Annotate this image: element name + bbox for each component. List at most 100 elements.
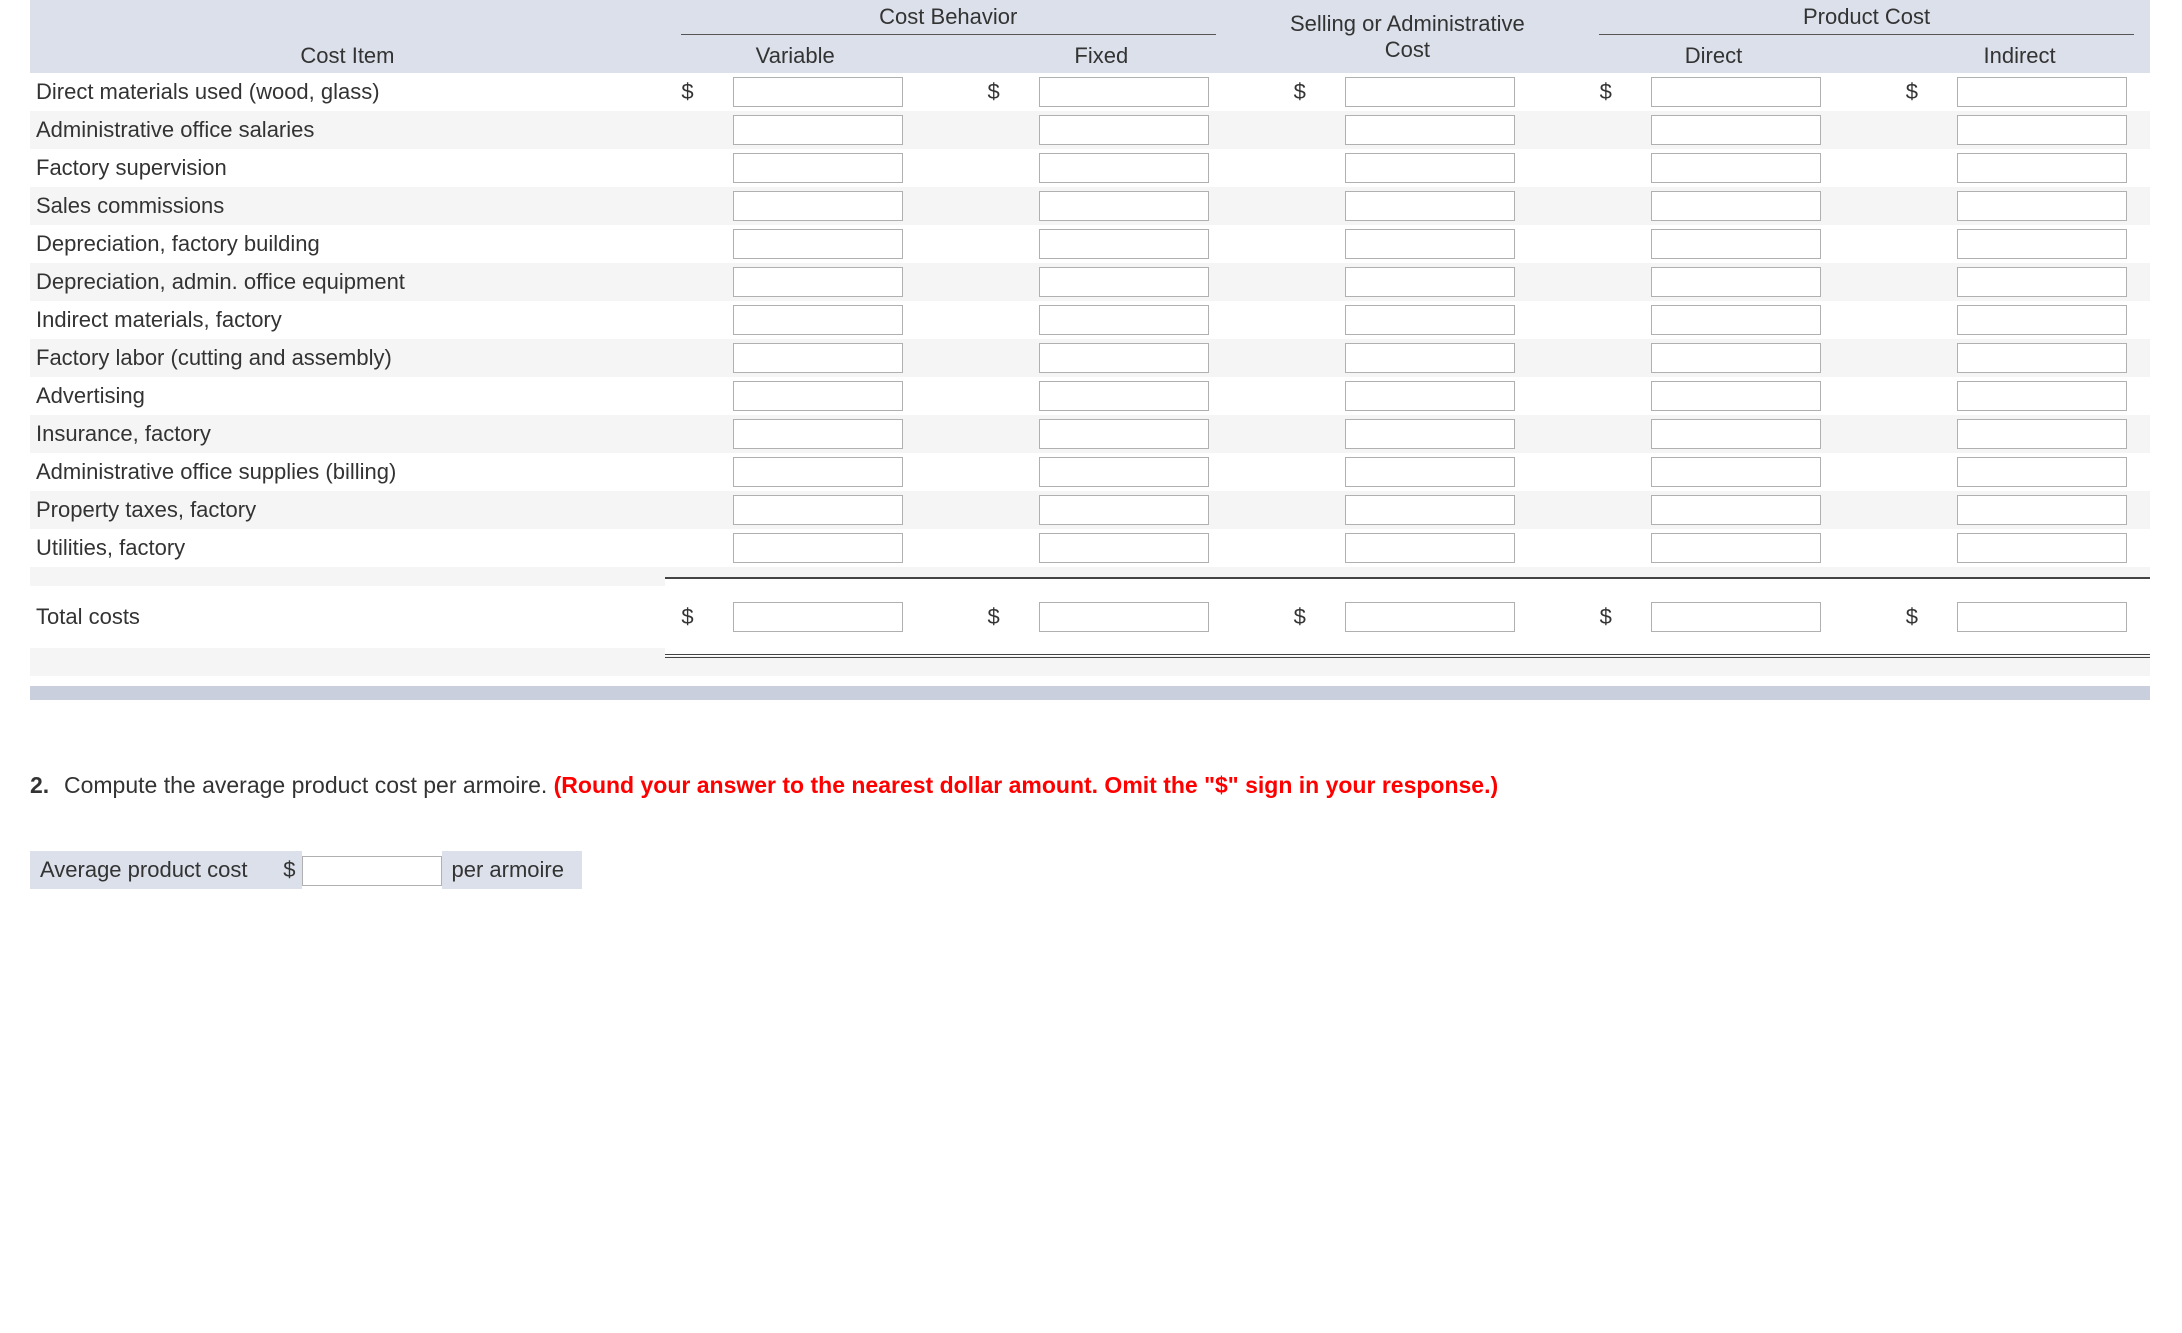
- selling-admin-cell: [1322, 149, 1537, 187]
- selling-admin-cell: [1322, 415, 1537, 453]
- selling-admin-input[interactable]: [1345, 305, 1515, 335]
- direct-input[interactable]: [1651, 229, 1821, 259]
- indirect-input[interactable]: [1957, 381, 2127, 411]
- fixed-input[interactable]: [1039, 305, 1209, 335]
- total-selling-admin-input[interactable]: [1345, 602, 1515, 632]
- col-header-indirect: Indirect: [1889, 39, 2150, 73]
- direct-input[interactable]: [1651, 495, 1821, 525]
- indirect-input[interactable]: [1957, 267, 2127, 297]
- selling-admin-input[interactable]: [1345, 153, 1515, 183]
- selling-admin-input[interactable]: [1345, 191, 1515, 221]
- variable-input[interactable]: [733, 457, 903, 487]
- selling-admin-input[interactable]: [1345, 457, 1515, 487]
- average-cost-input[interactable]: [302, 856, 442, 886]
- selling-admin-input[interactable]: [1345, 267, 1515, 297]
- variable-cell: [710, 301, 925, 339]
- total-fixed-input[interactable]: [1039, 602, 1209, 632]
- currency-symbol: [665, 225, 710, 263]
- currency-symbol: $: [1583, 586, 1628, 648]
- indirect-input[interactable]: [1957, 457, 2127, 487]
- variable-input[interactable]: [733, 191, 903, 221]
- selling-admin-input[interactable]: [1345, 533, 1515, 563]
- group-header-row: Cost Item Cost Behavior Selling or Admin…: [30, 0, 2150, 39]
- variable-input[interactable]: [733, 153, 903, 183]
- indirect-input[interactable]: [1957, 77, 2127, 107]
- cost-item-label: Utilities, factory: [30, 529, 665, 567]
- selling-admin-input[interactable]: [1345, 115, 1515, 145]
- selling-admin-input[interactable]: [1345, 77, 1515, 107]
- currency-symbol: [1583, 111, 1628, 149]
- indirect-input[interactable]: [1957, 153, 2127, 183]
- variable-input[interactable]: [733, 533, 903, 563]
- indirect-input[interactable]: [1957, 533, 2127, 563]
- variable-input[interactable]: [733, 495, 903, 525]
- currency-symbol: [1277, 377, 1322, 415]
- direct-input[interactable]: [1651, 267, 1821, 297]
- selling-admin-input[interactable]: [1345, 419, 1515, 449]
- variable-cell: [710, 111, 925, 149]
- indirect-input[interactable]: [1957, 343, 2127, 373]
- selling-admin-cell: [1322, 339, 1537, 377]
- direct-input[interactable]: [1651, 77, 1821, 107]
- currency-symbol: [1277, 529, 1322, 567]
- variable-input[interactable]: [733, 381, 903, 411]
- selling-admin-input[interactable]: [1345, 381, 1515, 411]
- currency-symbol: [1889, 453, 1934, 491]
- direct-cell: [1628, 111, 1843, 149]
- indirect-input[interactable]: [1957, 191, 2127, 221]
- fixed-input[interactable]: [1039, 191, 1209, 221]
- total-variable-input[interactable]: [733, 602, 903, 632]
- variable-cell: [710, 453, 925, 491]
- fixed-input[interactable]: [1039, 343, 1209, 373]
- direct-input[interactable]: [1651, 419, 1821, 449]
- fixed-input[interactable]: [1039, 77, 1209, 107]
- direct-cell: [1628, 149, 1843, 187]
- currency-symbol: [1889, 301, 1934, 339]
- direct-input[interactable]: [1651, 115, 1821, 145]
- selling-admin-input[interactable]: [1345, 343, 1515, 373]
- direct-input[interactable]: [1651, 381, 1821, 411]
- total-selling-admin-cell: [1322, 586, 1537, 648]
- currency-symbol: [1889, 225, 1934, 263]
- selling-admin-input[interactable]: [1345, 229, 1515, 259]
- fixed-input[interactable]: [1039, 153, 1209, 183]
- indirect-cell: [1935, 453, 2150, 491]
- fixed-input[interactable]: [1039, 229, 1209, 259]
- variable-input[interactable]: [733, 305, 903, 335]
- variable-input[interactable]: [733, 115, 903, 145]
- direct-input[interactable]: [1651, 533, 1821, 563]
- fixed-input[interactable]: [1039, 457, 1209, 487]
- fixed-cell: [1016, 301, 1231, 339]
- indirect-cell: [1935, 111, 2150, 149]
- direct-input[interactable]: [1651, 343, 1821, 373]
- total-indirect-input[interactable]: [1957, 602, 2127, 632]
- indirect-input[interactable]: [1957, 495, 2127, 525]
- indirect-input[interactable]: [1957, 305, 2127, 335]
- direct-input[interactable]: [1651, 153, 1821, 183]
- variable-input[interactable]: [733, 77, 903, 107]
- total-direct-input[interactable]: [1651, 602, 1821, 632]
- selling-admin-input[interactable]: [1345, 495, 1515, 525]
- variable-input[interactable]: [733, 419, 903, 449]
- cost-item-label: Factory supervision: [30, 149, 665, 187]
- direct-input[interactable]: [1651, 305, 1821, 335]
- variable-input[interactable]: [733, 343, 903, 373]
- variable-input[interactable]: [733, 267, 903, 297]
- direct-input[interactable]: [1651, 457, 1821, 487]
- direct-input[interactable]: [1651, 191, 1821, 221]
- currency-symbol: $: [1583, 73, 1628, 111]
- fixed-input[interactable]: [1039, 533, 1209, 563]
- indirect-input[interactable]: [1957, 419, 2127, 449]
- total-fixed-cell: [1016, 586, 1231, 648]
- indirect-input[interactable]: [1957, 115, 2127, 145]
- fixed-input[interactable]: [1039, 495, 1209, 525]
- fixed-input[interactable]: [1039, 267, 1209, 297]
- currency-symbol: [1889, 415, 1934, 453]
- table-row: Administrative office salaries: [30, 111, 2150, 149]
- variable-input[interactable]: [733, 229, 903, 259]
- fixed-input[interactable]: [1039, 419, 1209, 449]
- fixed-input[interactable]: [1039, 381, 1209, 411]
- indirect-input[interactable]: [1957, 229, 2127, 259]
- fixed-input[interactable]: [1039, 115, 1209, 145]
- selling-admin-cell: [1322, 301, 1537, 339]
